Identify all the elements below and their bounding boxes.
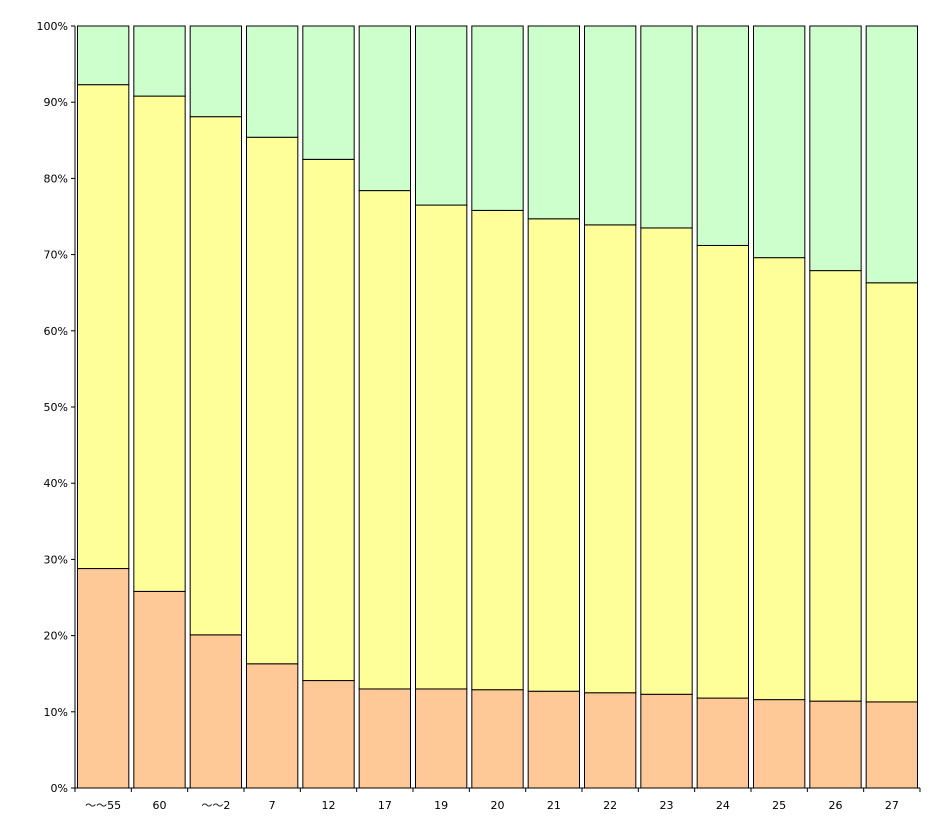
bar-segment-1-14 [865, 701, 918, 789]
bar-segment-2-2 [189, 116, 242, 636]
bar-segment-1-7 [471, 689, 524, 789]
bar-segment-3-4 [302, 25, 355, 160]
y-tick-label: 90% [44, 96, 68, 109]
bar-segment-3-13 [809, 25, 862, 272]
bar-segment-1-0 [77, 568, 130, 789]
bar-segment-2-3 [246, 136, 299, 665]
y-tick-label: 10% [44, 706, 68, 719]
bar-segment-2-4 [302, 158, 355, 682]
x-tick-label: 26 [829, 799, 843, 812]
x-tick-label: 22 [603, 799, 617, 812]
x-tick-label: 19 [434, 799, 448, 812]
bar-segment-1-10 [640, 693, 693, 789]
x-tick-label: 27 [885, 799, 899, 812]
bar-segment-1-5 [358, 688, 412, 789]
y-tick-label: 40% [44, 477, 68, 490]
bar-segment-2-1 [133, 95, 186, 592]
bar-segment-2-12 [753, 257, 806, 701]
bar-segment-2-6 [415, 204, 468, 690]
bar-segment-3-3 [246, 25, 299, 138]
bar-segment-2-8 [527, 218, 580, 692]
bar-segment-1-12 [753, 699, 806, 789]
bar-segment-2-13 [809, 270, 862, 702]
x-tick-label: 25 [772, 799, 786, 812]
bar-segment-1-2 [189, 634, 242, 789]
y-tick-label: 50% [44, 401, 68, 414]
bar-segment-3-0 [77, 25, 130, 86]
bars-layer [77, 25, 918, 789]
x-tick-label: ～～55 [85, 799, 121, 812]
bar-segment-1-6 [415, 688, 468, 789]
bar-segment-3-10 [640, 25, 693, 229]
bar-segment-1-4 [302, 680, 355, 789]
bar-segment-3-8 [527, 25, 580, 220]
bar-segment-1-3 [246, 663, 299, 789]
bar-segment-3-5 [358, 25, 412, 192]
bar-segment-1-9 [584, 692, 637, 789]
bar-segment-3-6 [415, 25, 468, 206]
y-tick-label: 60% [44, 325, 68, 338]
bar-segment-2-11 [696, 244, 749, 699]
bar-segment-2-14 [865, 282, 918, 703]
x-tick-label: ～～2 [201, 799, 230, 812]
x-tick-label: 17 [378, 799, 392, 812]
bar-segment-3-14 [865, 25, 918, 284]
bar-segment-2-9 [584, 224, 637, 694]
bar-segment-3-12 [753, 25, 806, 259]
bar-segment-3-11 [696, 25, 749, 246]
bar-segment-3-1 [133, 25, 186, 97]
bar-segment-3-7 [471, 25, 524, 211]
x-tick-label: 60 [153, 799, 167, 812]
bar-segment-2-10 [640, 227, 693, 695]
axes-layer [71, 25, 921, 792]
x-tick-label: 12 [322, 799, 336, 812]
bar-segment-2-0 [77, 84, 130, 570]
y-tick-label: 30% [44, 553, 68, 566]
bar-segment-1-1 [133, 590, 186, 789]
x-tick-label: 23 [660, 799, 674, 812]
bar-segment-1-8 [527, 690, 580, 789]
bar-segment-2-5 [358, 190, 412, 690]
x-tick-label: 24 [716, 799, 730, 812]
y-tick-label: 100% [37, 20, 68, 33]
x-tick-label: 21 [547, 799, 561, 812]
labels-layer: ～～55 60 ～～2 7 12 17 19 20 21 22 23 24 25 26 27 0% 10% 20%… [37, 20, 899, 812]
bar-segment-3-9 [584, 25, 637, 226]
bar-segment-1-11 [696, 697, 749, 789]
bar-segment-2-7 [471, 209, 524, 691]
y-tick-label: 0% [51, 782, 68, 795]
x-tick-label: 7 [269, 799, 276, 812]
bar-segment-1-13 [809, 700, 862, 789]
y-tick-label: 70% [44, 249, 68, 262]
y-tick-label: 20% [44, 630, 68, 643]
y-tick-label: 80% [44, 172, 68, 185]
bar-segment-3-2 [189, 25, 242, 118]
x-tick-label: 20 [491, 799, 505, 812]
